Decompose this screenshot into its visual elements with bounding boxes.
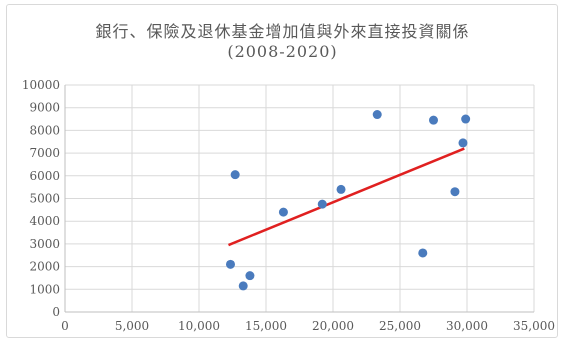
- x-tick-label: 10,000: [178, 319, 220, 333]
- data-point: [450, 187, 460, 197]
- y-tick-label: 8000: [29, 123, 60, 137]
- data-point: [458, 138, 468, 148]
- y-tick-label: 10000: [22, 78, 60, 92]
- data-point: [336, 184, 346, 194]
- y-tick-label: 5000: [29, 192, 60, 206]
- y-tick-label: 7000: [29, 146, 60, 160]
- x-tick-label: 20,000: [312, 319, 354, 333]
- y-tick-label: 9000: [29, 101, 60, 115]
- y-tick-label: 4000: [29, 214, 60, 228]
- data-point: [225, 259, 235, 269]
- y-tick-label: 3000: [29, 237, 60, 251]
- data-point: [418, 248, 428, 258]
- y-tick-label: 6000: [29, 169, 60, 183]
- x-tick-label: 25,000: [379, 319, 421, 333]
- chart-frame: [6, 4, 558, 338]
- data-point: [372, 110, 382, 120]
- data-point: [429, 115, 438, 125]
- data-point: [245, 271, 255, 281]
- y-tick-label: 0: [52, 305, 60, 319]
- data-point: [278, 207, 288, 217]
- trendline: [228, 147, 465, 247]
- y-tick-label: 2000: [29, 260, 60, 274]
- x-tick-label: 15,000: [245, 319, 287, 333]
- data-point: [238, 281, 248, 291]
- x-tick-label: 35,000: [513, 319, 555, 333]
- x-tick-label: 5,000: [115, 319, 149, 333]
- chart-subtitle: (2008-2020): [227, 42, 338, 61]
- chart-title: 銀行、保險及退休基金增加值與外來直接投資關係: [95, 22, 470, 41]
- data-point: [230, 170, 240, 180]
- x-tick-label: 0: [61, 319, 69, 333]
- y-tick-label: 1000: [29, 282, 60, 296]
- data-point: [461, 114, 471, 124]
- data-point: [317, 199, 327, 209]
- x-tick-label: 30,000: [446, 319, 488, 333]
